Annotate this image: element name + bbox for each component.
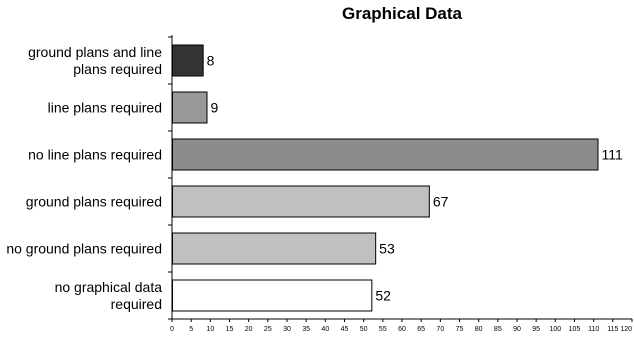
x-tick-label: 85	[494, 326, 502, 333]
category-label: line plans required	[48, 100, 162, 116]
x-tick-label: 100	[549, 326, 561, 333]
chart-title: Graphical Data	[342, 4, 462, 23]
value-label: 111	[602, 147, 623, 163]
x-tick-label: 95	[532, 326, 540, 333]
bar	[172, 185, 430, 218]
value-labels: 8 9 111 67 53 52	[207, 53, 623, 304]
chart-bars	[172, 44, 599, 312]
x-tick-label: 65	[417, 326, 425, 333]
x-tick-label: 5	[189, 326, 193, 333]
x-tick-label: 120	[620, 326, 632, 333]
x-axis-ticks: 0 5 10 15 20 25 30 35 40 45 50 55 60 65 70 75 80 85 90 95 10…	[170, 319, 633, 333]
x-tick-label: 35	[302, 326, 310, 333]
bar	[172, 279, 373, 312]
bar	[172, 91, 208, 124]
value-label: 52	[375, 288, 391, 304]
x-tick-label: 55	[379, 326, 387, 333]
x-tick-label: 75	[456, 326, 464, 333]
x-tick-label: 50	[360, 326, 368, 333]
x-tick-label: 30	[283, 326, 291, 333]
bar	[172, 44, 204, 77]
x-tick-label: 15	[226, 326, 234, 333]
x-tick-label: 40	[321, 326, 329, 333]
category-label: no line plans required	[28, 147, 162, 163]
x-tick-label: 45	[341, 326, 349, 333]
category-label: ground plans required	[26, 194, 162, 210]
x-tick-label: 60	[398, 326, 406, 333]
category-label: no ground plans required	[6, 241, 162, 257]
x-tick-label: 0	[170, 326, 174, 333]
value-label: 67	[433, 194, 449, 210]
category-label: ground plans and line plans required	[28, 44, 162, 77]
chart-axes	[168, 35, 632, 322]
x-tick-label: 80	[475, 326, 483, 333]
category-labels: ground plans and line plans required line …	[6, 44, 162, 312]
value-label: 8	[207, 53, 215, 69]
bar	[172, 232, 377, 265]
x-tick-label: 115	[607, 326, 618, 333]
value-label: 9	[211, 100, 219, 116]
x-tick-label: 90	[513, 326, 521, 333]
x-tick-label: 25	[264, 326, 272, 333]
x-tick-label: 70	[436, 326, 444, 333]
bar	[172, 138, 599, 171]
x-tick-label: 110	[588, 326, 599, 333]
x-tick-label: 10	[206, 326, 214, 333]
category-label: no graphical data required	[55, 279, 163, 312]
value-label: 53	[379, 241, 395, 257]
x-tick-label: 20	[245, 326, 253, 333]
x-tick-label: 105	[569, 326, 581, 333]
